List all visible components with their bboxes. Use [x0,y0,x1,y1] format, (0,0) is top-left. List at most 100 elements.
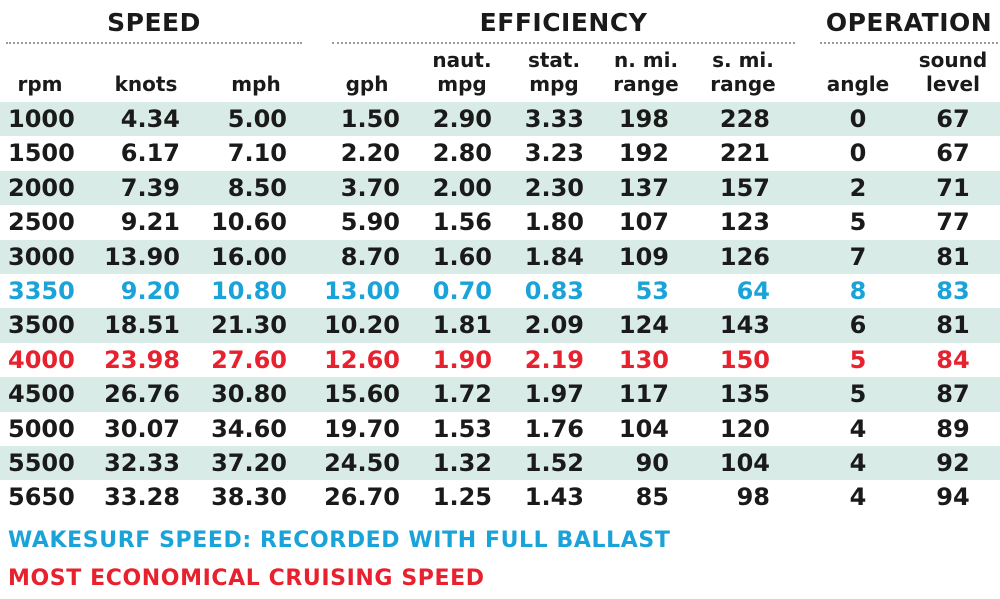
table-cell-stat-mpg: 3.23 [524,139,584,168]
table-cell-n-mi-range: 117 [618,380,669,409]
table-cell-mph: 7.10 [227,139,287,168]
column-header-line: rpm [17,72,63,96]
column-header-line: level [926,72,980,96]
table-cell-s-mi-range: 143 [719,311,770,340]
table-cell-n-mi-range: 85 [635,483,669,512]
table-cell-stat-mpg: 2.09 [524,311,584,340]
table-cell-naut-mpg: 1.72 [432,380,492,409]
table-cell-s-mi-range: 104 [719,449,770,477]
table-cell-naut-mpg: 1.56 [432,208,492,237]
table-cell-stat-mpg: 1.80 [524,208,584,237]
table-cell-rpm: 3350 [8,277,75,305]
table-cell-sound-level: 94 [936,483,970,512]
table-cell-s-mi-range: 120 [719,414,770,443]
table-cell-mph: 21.30 [211,311,287,340]
column-header-gph: gph [312,46,422,96]
table-cell-knots: 23.98 [104,345,180,374]
table-cell-angle: 4 [849,449,867,477]
table-cell-s-mi-range: 228 [719,105,770,133]
table-cell-stat-mpg: 1.84 [524,242,584,271]
table-cell-angle: 7 [849,242,867,271]
table-cell-gph: 1.50 [340,105,400,133]
table-cell-sound-level: 67 [936,105,970,133]
table-cell-rpm: 1000 [8,105,75,133]
table-cell-mph: 10.60 [211,208,287,237]
table-cell-angle: 8 [849,277,867,305]
column-header-rpm: rpm [0,46,95,96]
column-header-line: sound [918,48,988,72]
table-cell-gph: 8.70 [340,242,400,271]
column-header-line: s. mi. [712,48,774,72]
table-cell-gph: 10.20 [324,311,400,340]
group-title-speed: SPEED [107,8,201,37]
table-cell-naut-mpg: 2.80 [432,139,492,168]
table-cell-gph: 12.60 [324,345,400,374]
table-cell-s-mi-range: 126 [719,242,770,271]
table-cell-rpm: 5650 [8,483,75,512]
column-header-n-mi-range: n. mi. range [591,46,701,96]
column-header-line: gph [345,72,389,96]
table-cell-angle: 2 [849,173,867,202]
table-cell-mph: 37.20 [211,449,287,477]
table-cell-sound-level: 77 [936,208,970,237]
table-cell-angle: 0 [849,105,867,133]
table-cell-naut-mpg: 2.90 [432,105,492,133]
table-cell-naut-mpg: 2.00 [432,173,492,202]
table-cell-stat-mpg: 0.83 [524,277,584,305]
table-cell-n-mi-range: 53 [635,277,669,305]
group-rule-operation [820,42,998,44]
group-rule-efficiency [332,42,795,44]
table-cell-mph: 8.50 [227,173,287,202]
column-header-mph: mph [201,46,311,96]
table-cell-knots: 7.39 [120,173,180,202]
table-cell-knots: 30.07 [104,414,180,443]
group-title-efficiency: EFFICIENCY [479,8,648,37]
table-cell-mph: 27.60 [211,345,287,374]
table-row-band [0,239,1000,274]
table-cell-rpm: 4500 [8,380,75,409]
table-cell-s-mi-range: 157 [719,173,770,202]
table-cell-angle: 0 [849,139,867,168]
table-cell-sound-level: 81 [936,242,970,271]
table-cell-stat-mpg: 2.19 [524,345,584,374]
table-cell-angle: 4 [849,414,867,443]
table-cell-n-mi-range: 107 [618,208,669,237]
table-cell-n-mi-range: 198 [618,105,669,133]
table-cell-rpm: 2000 [8,173,75,202]
table-cell-s-mi-range: 123 [719,208,770,237]
table-cell-s-mi-range: 98 [736,483,770,512]
table-row-band [0,170,1000,206]
table-cell-gph: 5.90 [340,208,400,237]
table-cell-naut-mpg: 1.25 [432,483,492,512]
table-cell-knots: 32.33 [104,449,180,477]
table-cell-gph: 2.20 [340,139,400,168]
column-header-line: range [613,72,679,96]
column-header-line: stat. [527,48,581,72]
column-header-line: range [710,72,776,96]
column-header-angle: angle [803,46,913,96]
table-row-band [0,102,1000,137]
table-cell-sound-level: 87 [936,380,970,409]
table-cell-angle: 4 [849,483,867,512]
table-cell-naut-mpg: 1.90 [432,345,492,374]
table-cell-stat-mpg: 1.76 [524,414,584,443]
legend-wakesurf: WAKESURF SPEED: RECORDED WITH FULL BALLA… [8,528,671,553]
table-cell-sound-level: 67 [936,139,970,168]
table-cell-n-mi-range: 192 [618,139,669,168]
table-cell-mph: 38.30 [211,483,287,512]
table-cell-n-mi-range: 104 [618,414,669,443]
table-cell-gph: 24.50 [324,449,400,477]
table-cell-rpm: 3000 [8,242,75,271]
table-cell-mph: 5.00 [227,105,287,133]
column-header-line: mpg [437,72,487,96]
column-header-line: n. mi. [613,48,679,72]
table-row-band [0,308,1000,343]
table-cell-naut-mpg: 1.53 [432,414,492,443]
group-rule-speed [6,42,302,44]
table-cell-naut-mpg: 1.32 [432,449,492,477]
table-cell-knots: 9.21 [120,208,180,237]
table-row-band [0,446,1000,481]
table-cell-rpm: 5500 [8,449,75,477]
table-row-band [0,377,1000,412]
